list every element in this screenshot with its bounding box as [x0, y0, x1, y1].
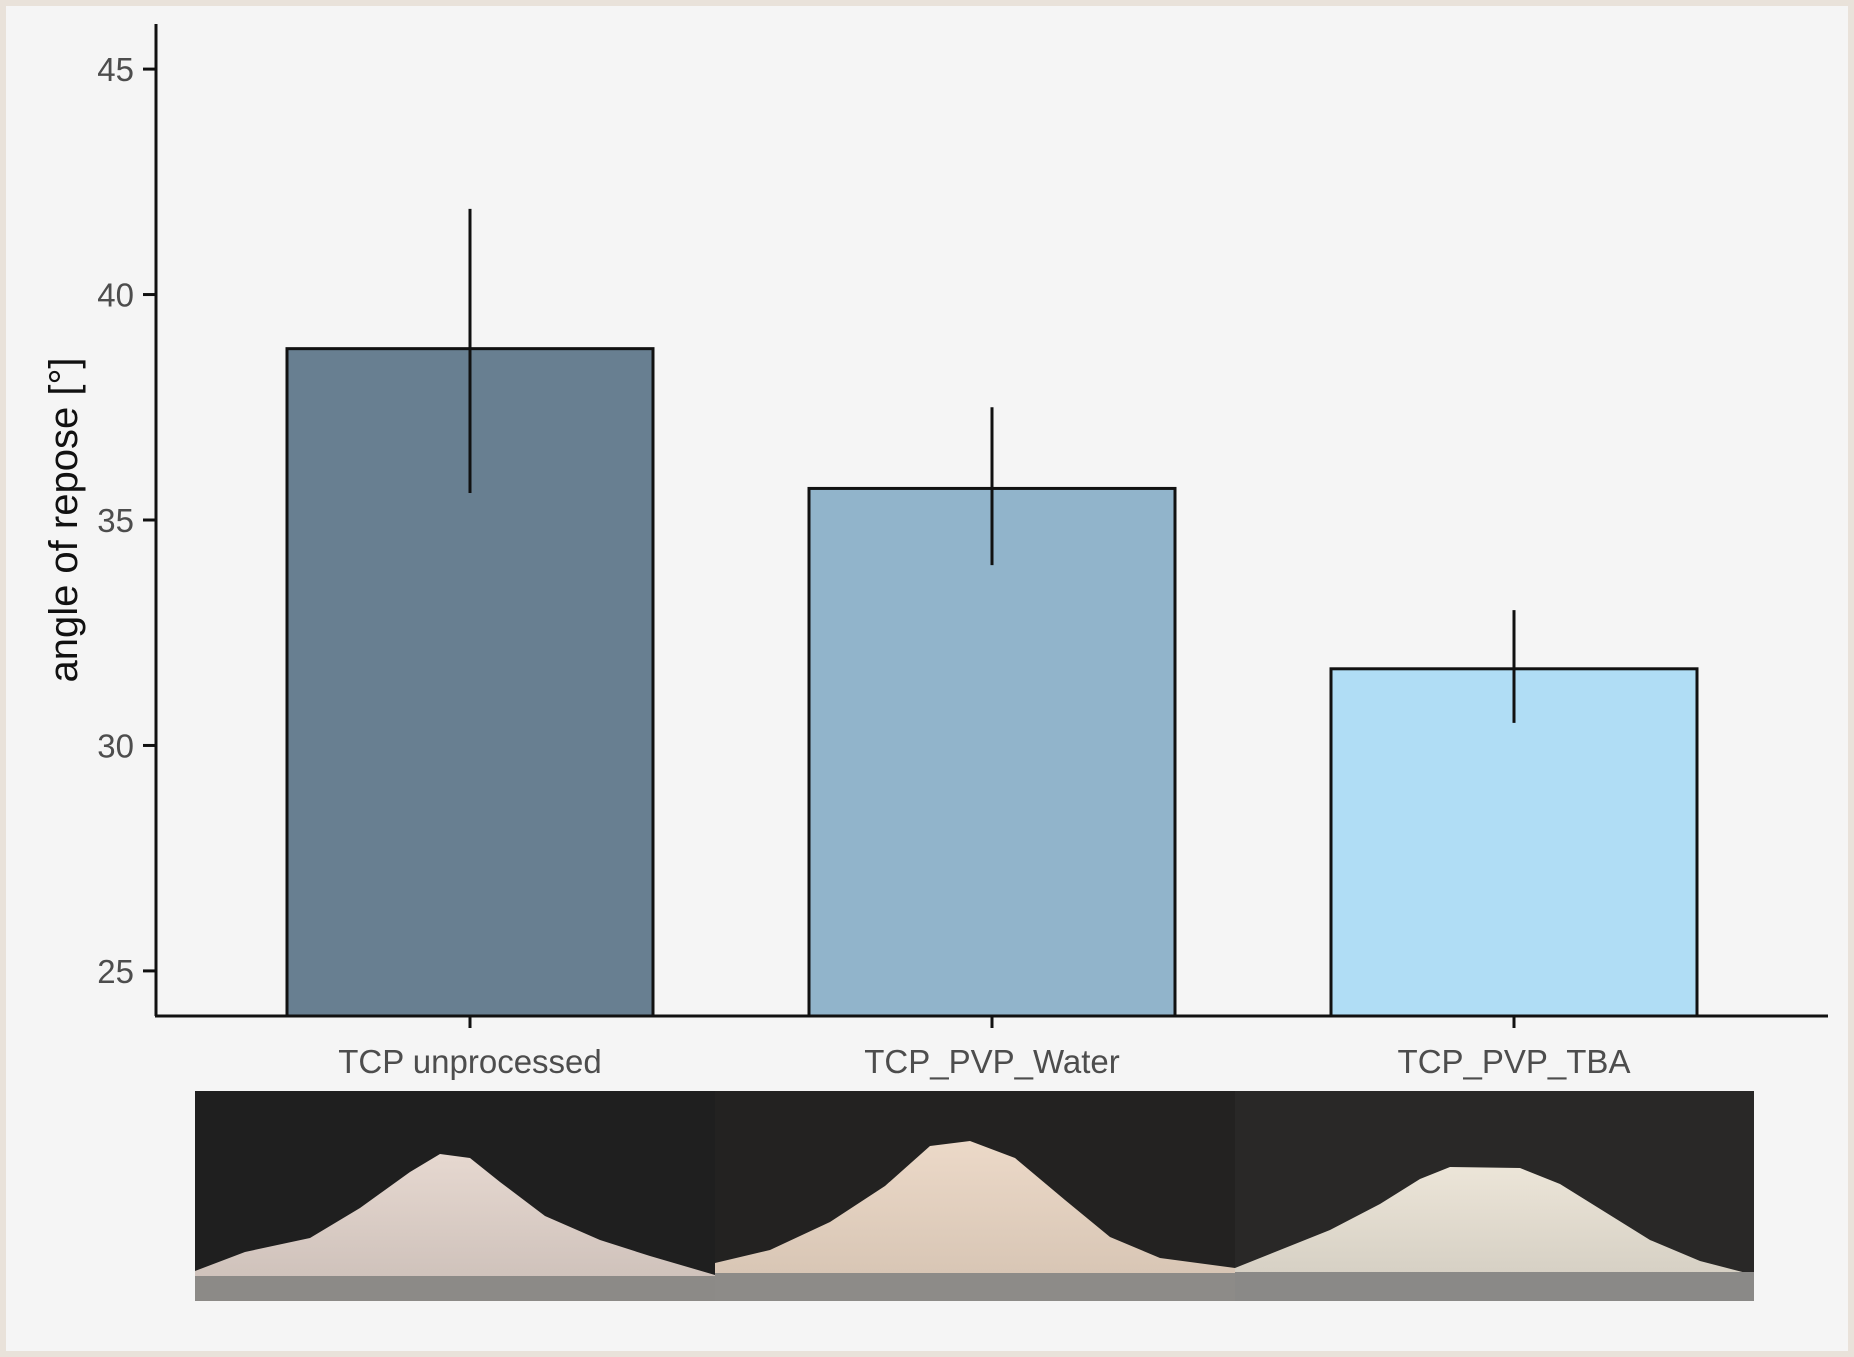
powder-heap-photo-1: [195, 1091, 715, 1301]
photo-strip: [195, 1091, 1754, 1301]
x-axis-ticks: TCP unprocessed TCP_PVP_Water TCP_PVP_TBA: [338, 1016, 1630, 1080]
x-tick-label: TCP unprocessed: [338, 1043, 602, 1080]
bar-2: [807, 486, 1177, 1018]
x-tick-label: TCP_PVP_TBA: [1398, 1043, 1631, 1080]
y-tick-label: 35: [97, 502, 134, 539]
y-tick-label: 45: [97, 51, 134, 88]
error-bars-group: [468, 208, 1516, 723]
powder-heap-photo-2: [715, 1091, 1235, 1301]
powder-heap-photo-3: [1235, 1091, 1754, 1301]
y-tick-label: 40: [97, 277, 134, 314]
x-tick-label: TCP_PVP_Water: [864, 1043, 1120, 1080]
y-axis-ticks: 25 30 35 40 45: [97, 51, 156, 990]
y-axis-title: angle of repose [°]: [42, 357, 86, 682]
y-tick-label: 30: [97, 727, 134, 764]
y-tick-label: 25: [97, 953, 134, 990]
